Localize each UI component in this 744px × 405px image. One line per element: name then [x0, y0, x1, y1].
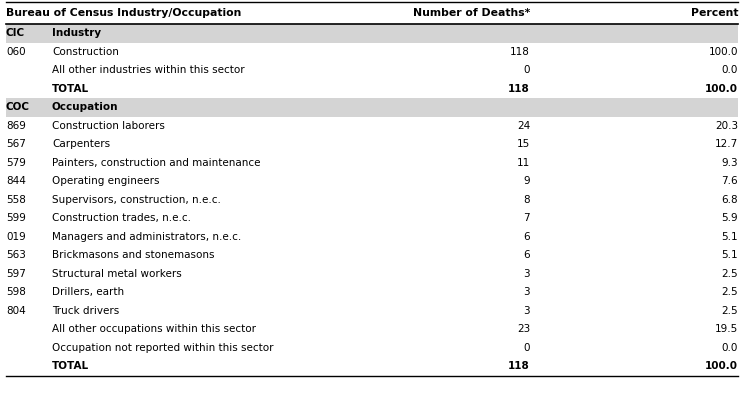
- Text: CIC: CIC: [6, 28, 25, 38]
- Text: TOTAL: TOTAL: [52, 361, 89, 371]
- Text: 118: 118: [508, 84, 530, 94]
- Text: 3: 3: [523, 306, 530, 316]
- Text: 0.0: 0.0: [722, 65, 738, 75]
- Text: 598: 598: [6, 287, 26, 297]
- Text: Construction trades, n.e.c.: Construction trades, n.e.c.: [52, 213, 191, 223]
- Text: 844: 844: [6, 176, 26, 186]
- Text: 563: 563: [6, 250, 26, 260]
- Text: 2.5: 2.5: [722, 269, 738, 279]
- Text: Industry: Industry: [52, 28, 101, 38]
- Text: 579: 579: [6, 158, 26, 168]
- Text: TOTAL: TOTAL: [52, 84, 89, 94]
- Text: 7.6: 7.6: [722, 176, 738, 186]
- Text: Painters, construction and maintenance: Painters, construction and maintenance: [52, 158, 260, 168]
- Text: 558: 558: [6, 195, 26, 205]
- Text: 060: 060: [6, 47, 25, 57]
- Text: 0: 0: [524, 343, 530, 353]
- Text: 5.9: 5.9: [722, 213, 738, 223]
- Text: 2.5: 2.5: [722, 287, 738, 297]
- Text: 0: 0: [524, 65, 530, 75]
- Text: Drillers, earth: Drillers, earth: [52, 287, 124, 297]
- Text: Managers and administrators, n.e.c.: Managers and administrators, n.e.c.: [52, 232, 241, 242]
- Text: 9.3: 9.3: [722, 158, 738, 168]
- Text: Number of Deaths*: Number of Deaths*: [413, 8, 530, 18]
- Text: 599: 599: [6, 213, 26, 223]
- Text: Supervisors, construction, n.e.c.: Supervisors, construction, n.e.c.: [52, 195, 221, 205]
- Text: 5.1: 5.1: [722, 232, 738, 242]
- Text: Truck drivers: Truck drivers: [52, 306, 119, 316]
- Text: Bureau of Census Industry/Occupation: Bureau of Census Industry/Occupation: [6, 8, 241, 18]
- Text: 118: 118: [510, 47, 530, 57]
- Text: Brickmasons and stonemasons: Brickmasons and stonemasons: [52, 250, 214, 260]
- Text: 2.5: 2.5: [722, 306, 738, 316]
- Text: Construction laborers: Construction laborers: [52, 121, 165, 131]
- Text: 19.5: 19.5: [715, 324, 738, 334]
- Bar: [6, 98, 738, 117]
- Text: All other industries within this sector: All other industries within this sector: [52, 65, 245, 75]
- Text: 23: 23: [517, 324, 530, 334]
- Text: 019: 019: [6, 232, 26, 242]
- Text: 15: 15: [517, 139, 530, 149]
- Text: Structural metal workers: Structural metal workers: [52, 269, 182, 279]
- Text: 3: 3: [523, 269, 530, 279]
- Text: 7: 7: [523, 213, 530, 223]
- Text: Occupation not reported within this sector: Occupation not reported within this sect…: [52, 343, 274, 353]
- Text: 567: 567: [6, 139, 26, 149]
- Text: Construction: Construction: [52, 47, 119, 57]
- Bar: [6, 24, 738, 43]
- Text: 100.0: 100.0: [708, 47, 738, 57]
- Text: 9: 9: [523, 176, 530, 186]
- Text: Occupation: Occupation: [52, 102, 118, 112]
- Text: 869: 869: [6, 121, 26, 131]
- Text: 24: 24: [517, 121, 530, 131]
- Text: 11: 11: [517, 158, 530, 168]
- Text: 6: 6: [523, 232, 530, 242]
- Text: COC: COC: [6, 102, 30, 112]
- Text: 0.0: 0.0: [722, 343, 738, 353]
- Text: 100.0: 100.0: [705, 84, 738, 94]
- Text: Carpenters: Carpenters: [52, 139, 110, 149]
- Text: 3: 3: [523, 287, 530, 297]
- Text: All other occupations within this sector: All other occupations within this sector: [52, 324, 256, 334]
- Text: 100.0: 100.0: [705, 361, 738, 371]
- Text: 118: 118: [508, 361, 530, 371]
- Text: 12.7: 12.7: [715, 139, 738, 149]
- Text: Percent: Percent: [690, 8, 738, 18]
- Text: Operating engineers: Operating engineers: [52, 176, 159, 186]
- Text: 597: 597: [6, 269, 26, 279]
- Text: 6: 6: [523, 250, 530, 260]
- Text: 6.8: 6.8: [722, 195, 738, 205]
- Text: 8: 8: [523, 195, 530, 205]
- Text: 804: 804: [6, 306, 26, 316]
- Text: 5.1: 5.1: [722, 250, 738, 260]
- Text: 20.3: 20.3: [715, 121, 738, 131]
